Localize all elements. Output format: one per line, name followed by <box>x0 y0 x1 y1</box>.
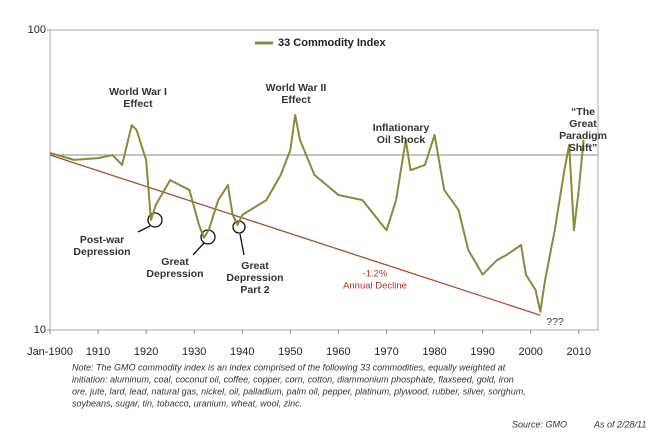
arrow <box>137 225 151 233</box>
y-tick-label: 10 <box>34 324 46 336</box>
annotation: “The <box>571 106 595 118</box>
x-tick-label: 1970 <box>374 346 398 358</box>
annotation: Depression <box>226 272 283 284</box>
annotation: World War II <box>266 82 327 94</box>
x-tick-label: Jan-1900 <box>27 346 73 358</box>
note-line: initiation: aluminum, coal, coconut oil,… <box>72 374 514 384</box>
source: Source: GMO <box>512 419 567 429</box>
annotation: Effect <box>123 98 153 110</box>
x-tick-label: 2000 <box>518 346 542 358</box>
annotation: Great <box>241 260 269 272</box>
x-tick-label: 2010 <box>567 346 591 358</box>
x-tick-label: 1990 <box>470 346 494 358</box>
note-line: ore, jute, lard, lead, natural gas, nick… <box>72 386 526 396</box>
x-tick-label: 1920 <box>134 346 158 358</box>
annotation: Depression <box>73 246 130 258</box>
annotation: Inflationary <box>373 122 430 134</box>
x-tick-label: 1960 <box>326 346 350 358</box>
x-tick-label: 1980 <box>422 346 446 358</box>
note-line: Note: The GMO commodity index is an inde… <box>72 362 506 372</box>
annotation: Oil Shock <box>377 134 426 146</box>
x-tick-label: 1930 <box>182 346 206 358</box>
y-tick-label: 100 <box>28 24 46 36</box>
annotation: Shift” <box>569 142 598 154</box>
note-line: soybeans, sugar, tin, tobacco, uranium, … <box>72 398 302 408</box>
annotation: Paradigm <box>559 130 607 142</box>
annotation: Depression <box>146 268 203 280</box>
series-line <box>49 113 585 313</box>
x-tick-label: 1940 <box>230 346 254 358</box>
x-tick-label: 1910 <box>86 346 110 358</box>
annotation: World War I <box>109 86 167 98</box>
x-tick-label: 1950 <box>278 346 302 358</box>
trend-line <box>49 154 541 316</box>
arrow <box>192 242 205 256</box>
as-of: As of 2/28/11 <box>593 419 646 429</box>
annotation: ??? <box>546 316 564 328</box>
annotation: Annual Decline <box>343 281 407 292</box>
annotation: -1.2% <box>363 269 388 280</box>
circles <box>137 212 246 256</box>
annotation: Great <box>161 256 189 268</box>
arrow <box>239 233 245 256</box>
marker-circle <box>147 212 163 228</box>
legend-label: 33 Commodity Index <box>278 37 386 49</box>
annotation: Post-war <box>80 234 124 246</box>
annotation: Part 2 <box>240 284 269 296</box>
annotation: Effect <box>281 94 311 106</box>
plot-frame <box>49 29 599 331</box>
annotation: Great <box>569 118 597 130</box>
